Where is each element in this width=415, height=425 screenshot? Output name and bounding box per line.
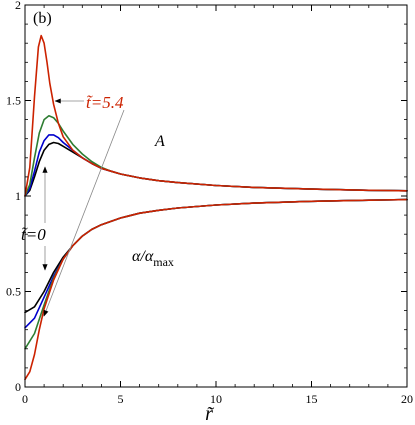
x-axis-title: r̃ <box>205 403 214 425</box>
x-tick-label-0: 0 <box>22 392 28 406</box>
arrow-t-final-to-alpha <box>43 109 125 317</box>
annotation-t-initial: t̃=0 <box>21 225 46 244</box>
svg-text:α/αmax: α/αmax <box>132 248 174 269</box>
y-tick-label-4: 2 <box>15 0 21 12</box>
series-line-a-3 <box>24 34 408 197</box>
y-tick-label-3: 1.5 <box>6 94 21 108</box>
y-tick-label-2: 1 <box>15 189 21 203</box>
series-line-alpha-7 <box>24 198 408 381</box>
annotation-A: A <box>154 133 165 150</box>
annotation-t-final: t̃=5.4 <box>86 93 124 112</box>
x-tick-label-3: 15 <box>306 392 318 406</box>
x-tick-label-4: 20 <box>401 392 413 406</box>
series-layer <box>24 34 408 381</box>
y-tick-label-0: 0 <box>15 380 21 394</box>
y-tick-label-1: 0.5 <box>6 285 21 299</box>
annotation-alpha-ratio: α/α <box>132 248 154 265</box>
annotation-arrows <box>42 98 125 317</box>
ticks-layer: 0 5 10 15 20 0 0.5 1 1.5 2 <box>6 0 413 406</box>
x-tick-label-1: 5 <box>118 392 124 406</box>
annotation-alpha: α/αmax <box>132 248 174 269</box>
annotation-alpha-subscript: max <box>153 255 174 269</box>
x-tick-label-2: 10 <box>210 392 222 406</box>
panel-label: (b) <box>33 10 52 27</box>
